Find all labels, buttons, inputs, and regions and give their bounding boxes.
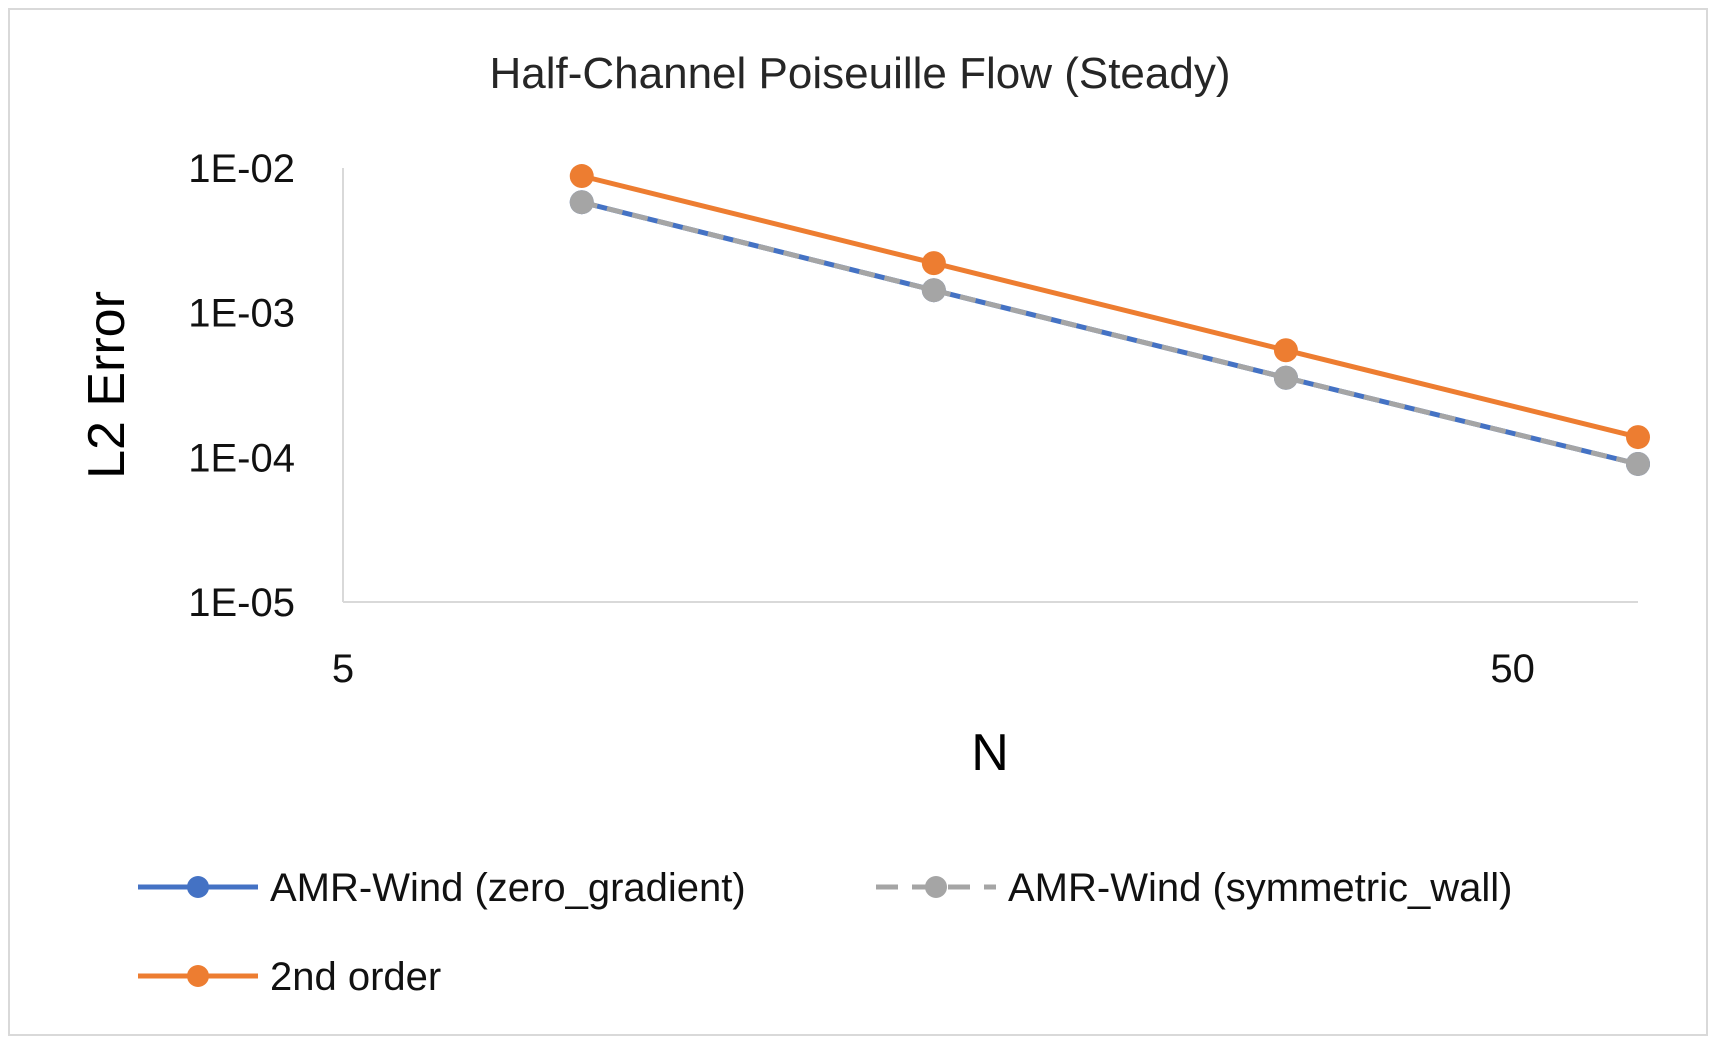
legend-swatch-marker (187, 965, 209, 987)
x-ticks: 5 50 (332, 647, 1535, 691)
y-ticks: 1E-02 1E-03 1E-04 1E-05 (188, 147, 295, 625)
y-tick-label: 1E-05 (188, 581, 295, 625)
y-tick-label: 1E-04 (188, 436, 295, 480)
legend-swatch-marker (925, 876, 947, 898)
series-line (581, 199, 1639, 467)
series-3 (569, 164, 1650, 450)
y-tick-label: 1E-03 (188, 292, 295, 336)
legend-label: AMR-Wind (zero_gradient) (270, 866, 746, 910)
data-point (921, 278, 946, 303)
series-2 (569, 190, 1650, 476)
data-point (921, 251, 946, 276)
series-line (581, 173, 1639, 440)
y-tick-label: 1E-02 (188, 147, 295, 191)
axes (342, 168, 1638, 603)
legend-item: AMR-Wind (symmetric_wall) (876, 866, 1512, 910)
y-axis-label: L2 Error (78, 291, 136, 479)
x-tick-label: 5 (332, 647, 354, 691)
data-point (1273, 365, 1298, 390)
legend-label: 2nd order (270, 955, 441, 999)
x-tick-label: 50 (1490, 647, 1535, 691)
legend: AMR-Wind (zero_gradient) AMR-Wind (symmet… (138, 866, 1512, 999)
legend-label: AMR-Wind (symmetric_wall) (1008, 866, 1512, 910)
data-point (1626, 425, 1650, 450)
legend-item: 2nd order (138, 955, 441, 999)
chart-frame (8, 8, 1708, 1036)
legend-item: AMR-Wind (zero_gradient) (138, 866, 746, 910)
data-point (569, 190, 594, 215)
series-1 (569, 190, 1650, 476)
legend-swatch-marker (187, 876, 209, 898)
data-point (569, 164, 594, 189)
series-layer (569, 164, 1650, 476)
chart-title: Half-Channel Poiseuille Flow (Steady) (490, 49, 1231, 98)
data-point (1626, 451, 1650, 476)
data-point (1273, 338, 1298, 363)
x-axis-label: N (971, 724, 1009, 782)
